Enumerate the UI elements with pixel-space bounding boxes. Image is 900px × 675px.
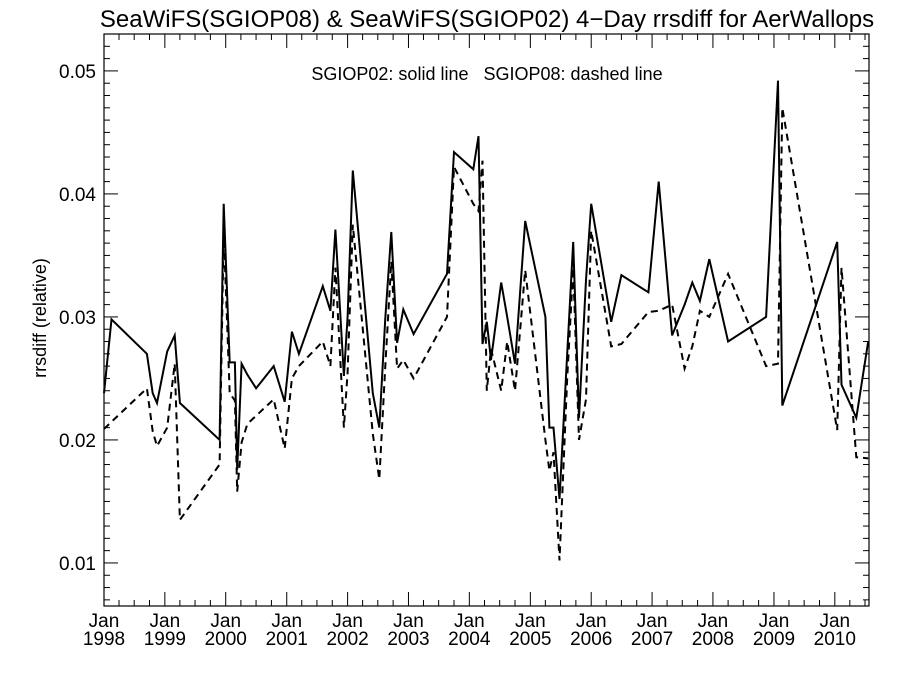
x-tick-label-year: 2003	[387, 629, 429, 650]
x-tick-label-month: Jan	[515, 611, 546, 632]
plot-frame	[103, 33, 870, 607]
x-tick-label-year: 2004	[448, 629, 491, 650]
x-tick-label-year: 2002	[326, 629, 368, 650]
legend-annotation: SGIOP02: solid line SGIOP08: dashed line	[311, 64, 662, 84]
x-tick-label-month: Jan	[210, 611, 241, 632]
x-tick-label-year: 2009	[753, 629, 795, 650]
x-tick-label-month: Jan	[698, 611, 729, 632]
tick-marks	[103, 34, 869, 606]
x-tick-label-month: Jan	[759, 611, 790, 632]
x-tick-label-month: Jan	[89, 611, 120, 632]
x-tick-label-month: Jan	[819, 611, 850, 632]
x-tick-label-month: Jan	[150, 611, 181, 632]
x-tick-label-year: 2005	[509, 629, 551, 650]
chart-title: SeaWiFS(SGIOP08) & SeaWiFS(SGIOP02) 4−Da…	[100, 6, 874, 33]
x-tick-label-month: Jan	[637, 611, 668, 632]
x-tick-label-year: 2000	[205, 629, 247, 650]
series-line-sgiop02-solid	[103, 80, 870, 500]
x-tick-label-year: 1999	[144, 629, 186, 650]
y-tick-label: 0.01	[59, 554, 96, 575]
x-tick-label-year: 2010	[814, 629, 856, 650]
x-tick-label-month: Jan	[332, 611, 363, 632]
tick-labels: 0.010.020.030.040.05Jan1998Jan1999Jan200…	[59, 62, 856, 650]
y-tick-label: 0.04	[59, 185, 96, 206]
y-axis-label: rrsdiff (relative)	[30, 258, 50, 378]
x-tick-label-year: 1998	[83, 629, 125, 650]
x-tick-label-month: Jan	[271, 611, 302, 632]
y-tick-label: 0.03	[59, 308, 96, 329]
x-tick-label-year: 2001	[266, 629, 308, 650]
x-tick-label-month: Jan	[454, 611, 485, 632]
series-lines	[103, 80, 870, 561]
x-tick-label-month: Jan	[393, 611, 424, 632]
y-tick-label: 0.05	[59, 62, 96, 83]
x-tick-label-month: Jan	[576, 611, 607, 632]
x-tick-label-year: 2006	[570, 629, 612, 650]
x-tick-label-year: 2007	[631, 629, 673, 650]
x-tick-label-year: 2008	[692, 629, 734, 650]
y-tick-label: 0.02	[59, 431, 96, 452]
series-line-sgiop08-dashed	[103, 107, 869, 561]
